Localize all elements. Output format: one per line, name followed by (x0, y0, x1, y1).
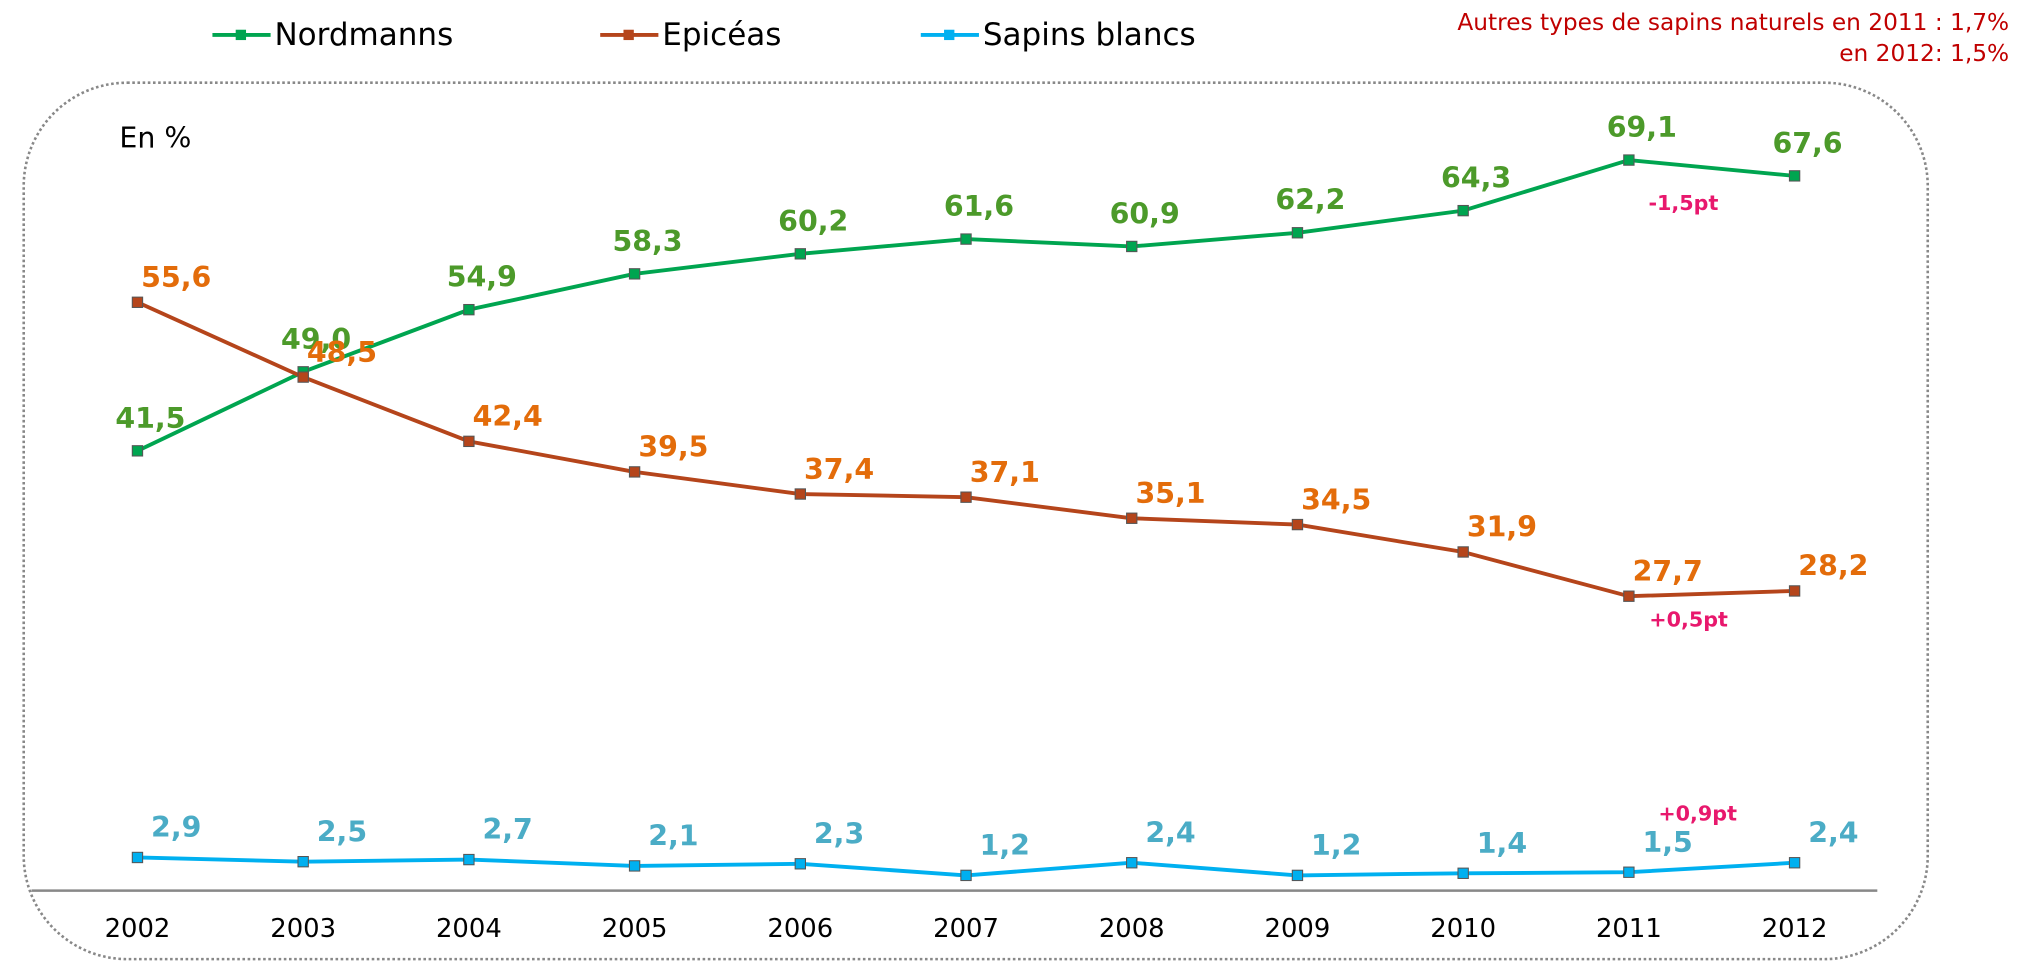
legend-marker (944, 29, 955, 41)
marker (628, 860, 641, 872)
marker (1623, 590, 1635, 602)
marker (1291, 869, 1304, 882)
marker (1788, 857, 1801, 869)
value-label: 69,1 (1607, 111, 1677, 144)
marker (297, 371, 309, 383)
marker (794, 248, 807, 260)
marker (628, 268, 641, 280)
value-label: 58,3 (612, 225, 682, 258)
x-tick-label: 2007 (933, 914, 999, 944)
value-label: 60,9 (1110, 197, 1180, 230)
x-tick-label: 2004 (436, 914, 502, 944)
marker (463, 303, 475, 316)
value-label: 1,5 (1642, 826, 1692, 859)
value-label: 35,1 (1135, 477, 1205, 510)
annotation: +0,5pt (1649, 607, 1728, 631)
value-label: 27,7 (1633, 555, 1703, 588)
marker (628, 466, 641, 478)
value-label: 41,5 (115, 402, 185, 435)
value-label: 64,3 (1441, 162, 1511, 195)
note: Autres types de sapins naturels en 2011 … (1457, 9, 2009, 36)
value-label: 60,2 (778, 205, 848, 238)
x-tick-label: 2009 (1265, 914, 1331, 944)
value-label: 37,1 (970, 456, 1040, 489)
annotation: -1,5pt (1648, 191, 1718, 215)
marker (131, 851, 144, 864)
value-label: 2,4 (1808, 816, 1858, 849)
value-label: 31,9 (1467, 511, 1537, 544)
x-tick-label: 2011 (1596, 914, 1662, 944)
value-label: 42,4 (473, 400, 543, 433)
marker (1788, 170, 1801, 182)
value-label: 2,5 (317, 815, 367, 848)
x-tick-label: 2012 (1762, 914, 1828, 944)
value-label: 28,2 (1798, 550, 1868, 583)
value-label: 2,1 (648, 819, 698, 852)
value-label: 67,6 (1772, 127, 1842, 160)
marker (1126, 240, 1138, 253)
value-label: 2,9 (151, 811, 201, 844)
legend-marker (623, 29, 634, 41)
marker (1788, 585, 1801, 597)
legend-label: Epicéas (662, 17, 781, 53)
value-label: 1,2 (980, 829, 1030, 862)
marker (1126, 512, 1138, 524)
marker (1126, 857, 1138, 869)
value-label: 2,3 (814, 817, 864, 850)
marker (794, 488, 807, 500)
marker (131, 445, 144, 457)
marker (960, 233, 972, 245)
x-tick-label: 2010 (1430, 914, 1496, 944)
value-label: 34,5 (1301, 483, 1371, 516)
legend-label: Sapins blancs (983, 17, 1196, 53)
value-label: 1,2 (1311, 829, 1361, 862)
marker (1623, 154, 1635, 166)
value-label: 54,9 (447, 261, 517, 294)
marker (131, 296, 144, 308)
marker (794, 858, 807, 870)
marker (1457, 546, 1469, 558)
x-tick-label: 2003 (270, 914, 336, 944)
value-label: 39,5 (638, 431, 708, 464)
value-label: 2,7 (482, 813, 532, 846)
value-label: 2,4 (1145, 816, 1195, 849)
marker (1291, 518, 1304, 531)
value-label: 49,0 (281, 323, 351, 356)
unit-note: En % (119, 122, 191, 155)
annotation: +0,9pt (1658, 801, 1737, 825)
marker (960, 491, 972, 503)
marker (297, 856, 309, 868)
x-tick-label: 2006 (767, 914, 833, 944)
marker (463, 435, 475, 448)
legend-label: Nordmanns (274, 17, 453, 53)
value-label: 62,2 (1275, 184, 1345, 217)
x-tick-label: 2002 (105, 914, 171, 944)
marker (1623, 866, 1635, 878)
frame (22, 81, 1930, 961)
value-label: 55,6 (141, 261, 211, 294)
x-tick-label: 2008 (1099, 914, 1165, 944)
marker (1291, 227, 1304, 239)
value-label: 48,5 (307, 336, 377, 369)
x-tick-label: 2005 (602, 914, 668, 944)
marker (1457, 867, 1469, 879)
value-label: 61,6 (944, 190, 1014, 223)
marker (1457, 204, 1469, 217)
value-label: 1,4 (1477, 827, 1527, 860)
series-line (136, 300, 1795, 599)
legend-marker (235, 29, 247, 41)
marker (960, 869, 972, 882)
marker (463, 853, 475, 866)
note: en 2012: 1,5% (1839, 40, 2009, 67)
value-label: 37,4 (804, 453, 874, 486)
